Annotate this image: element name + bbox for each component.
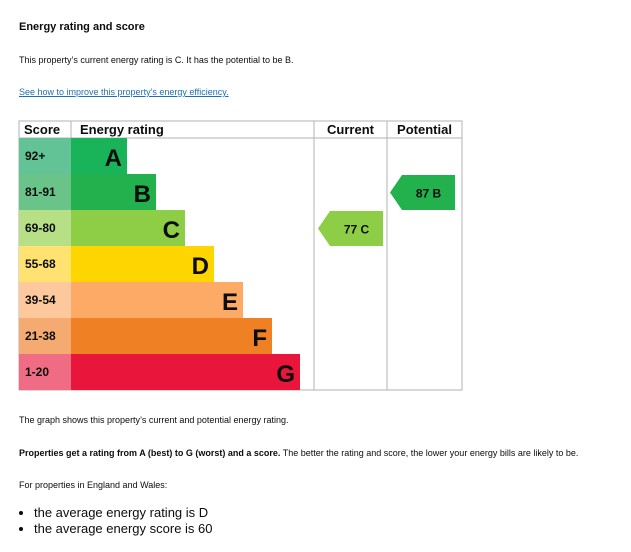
region-text: For properties in England and Wales: (19, 480, 168, 490)
potential-rating-label: 87 B (416, 187, 442, 201)
header-current: Current (327, 122, 375, 137)
score-cell-g (19, 354, 71, 390)
score-cell-a (19, 138, 71, 174)
rating-letter-g: G (276, 361, 295, 388)
page-title: Energy rating and score (19, 21, 145, 33)
score-cell-e (19, 282, 71, 318)
rating-bar-g (71, 354, 300, 390)
average-list: the average energy rating is D the avera… (18, 505, 213, 537)
rating-bar-d (71, 246, 214, 282)
average-rating-item: the average energy rating is D (34, 505, 213, 521)
score-cell-b (19, 174, 71, 210)
score-label-a: 92+ (25, 149, 45, 163)
improve-efficiency-link[interactable]: See how to improve this property’s energ… (19, 87, 229, 97)
potential-rating-arrow (390, 175, 455, 210)
rating-bar-b (71, 174, 156, 210)
graph-caption: The graph shows this property’s current … (19, 415, 289, 425)
average-score-item: the average energy score is 60 (34, 521, 213, 537)
score-label-d: 55-68 (25, 257, 56, 271)
score-label-e: 39-54 (25, 293, 56, 307)
current-rating-arrow (318, 211, 383, 246)
rating-letter-e: E (222, 289, 238, 316)
rating-letter-d: D (192, 253, 209, 280)
rating-scale-text: Properties get a rating from A (best) to… (19, 448, 578, 458)
rating-bar-a (71, 138, 127, 174)
rating-bar-e (71, 282, 243, 318)
rating-scale-bold: Properties get a rating from A (best) to… (19, 448, 281, 458)
score-label-b: 81-91 (25, 185, 56, 199)
score-label-g: 1-20 (25, 365, 49, 379)
score-cell-c (19, 210, 71, 246)
rating-letter-a: A (105, 145, 122, 172)
header-energy-rating: Energy rating (80, 122, 164, 137)
score-label-c: 69-80 (25, 221, 56, 235)
current-rating-label: 77 C (344, 223, 370, 237)
rating-letter-b: B (134, 181, 151, 208)
score-label-f: 21-38 (25, 329, 56, 343)
header-potential: Potential (397, 122, 452, 137)
rating-bar-f (71, 318, 272, 354)
header-score: Score (24, 122, 60, 137)
score-cell-d (19, 246, 71, 282)
rating-scale-rest: The better the rating and score, the low… (280, 448, 579, 458)
rating-letter-f: F (252, 325, 267, 352)
current-rating-text: This property’s current energy rating is… (19, 55, 294, 65)
rating-letter-c: C (163, 217, 180, 244)
score-cell-f (19, 318, 71, 354)
rating-bar-c (71, 210, 185, 246)
